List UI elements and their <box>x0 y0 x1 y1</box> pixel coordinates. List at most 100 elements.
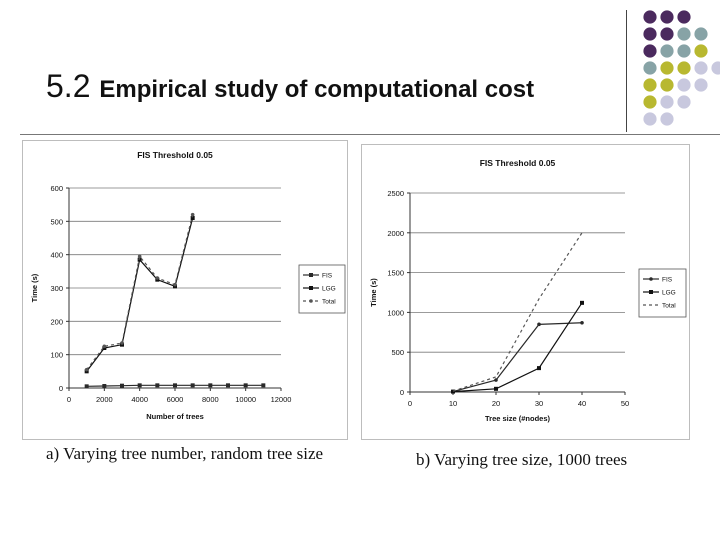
chart-b-x-tick-label: 40 <box>578 399 586 408</box>
chart-b-x-tick-label: 50 <box>621 399 629 408</box>
slide-title-text: Empirical study of computational cost <box>99 76 535 103</box>
chart-b-data-point <box>580 320 584 325</box>
chart-b-title: FIS Threshold 0.05 <box>480 158 556 168</box>
decor-dot <box>677 10 691 24</box>
chart-b-legend-marker <box>649 290 653 294</box>
chart-a-x-tick-label: 4000 <box>131 395 148 404</box>
chart-b-data-point <box>494 378 498 382</box>
chart-a-tree-number: FIS Threshold 0.05 0 100 200 300 400 500 600 0 20… <box>22 140 348 440</box>
chart-a-y-axis-label: Time (s) <box>30 273 39 302</box>
chart-a-data-point <box>120 383 124 388</box>
slide-title-number: 5.2 <box>46 68 91 104</box>
decor-dot <box>694 44 708 58</box>
decor-dot <box>677 95 691 109</box>
chart-b-legend-label: FIS <box>662 277 673 284</box>
chart-b-data-point <box>580 300 584 305</box>
chart-b-tree-size: FIS Threshold 0.05 0 500 1000 1500 2000 2500 0 1… <box>361 144 690 440</box>
chart-a-data-point <box>226 383 230 388</box>
decor-dot <box>660 112 674 126</box>
decor-dot <box>643 61 657 75</box>
chart-a-data-point <box>137 257 142 262</box>
chart-a-y-tick-label: 100 <box>50 351 63 360</box>
chart-b-y-tick-label: 0 <box>400 388 404 397</box>
decor-dot <box>643 44 657 58</box>
chart-b-x-tick-label: 20 <box>492 399 500 408</box>
decorative-dot-grid <box>643 10 720 126</box>
decor-dot <box>660 10 674 24</box>
chart-a-data-point <box>102 384 107 388</box>
chart-a-data-point <box>120 341 124 345</box>
chart-b-x-tick-label: 30 <box>535 399 543 408</box>
chart-b-data-point <box>537 366 541 371</box>
chart-a-x-axis-label: Number of trees <box>146 412 204 421</box>
chart-b-data-point <box>537 322 541 327</box>
chart-a-title: FIS Threshold 0.05 <box>137 150 213 160</box>
chart-b-y-tick-label: 1500 <box>387 269 404 278</box>
chart-a-data-point <box>173 282 177 287</box>
chart-b-y-tick-label: 2500 <box>387 189 404 198</box>
chart-a-legend <box>298 264 346 314</box>
decor-dot <box>677 61 691 75</box>
chart-b-x-axis-label: Tree size (#nodes) <box>485 414 551 423</box>
chart-a-data-point <box>155 383 160 388</box>
decor-dot <box>660 27 674 41</box>
decor-dot <box>660 61 674 75</box>
chart-a-y-tick-label: 200 <box>50 317 63 326</box>
chart-a-legend-label: FIS <box>322 273 333 280</box>
chart-b-data-point <box>494 386 498 391</box>
chart-a-x-tick-label: 6000 <box>167 395 184 404</box>
chart-b-y-tick-label: 500 <box>391 348 404 357</box>
chart-a-legend-label: LGG <box>322 286 336 293</box>
chart-a-legend-marker <box>309 286 313 290</box>
chart-a-data-point <box>208 383 213 388</box>
decor-dot <box>660 44 674 58</box>
chart-a-x-tick-label: 10000 <box>235 395 256 404</box>
decor-dot <box>677 78 691 92</box>
decor-dot <box>643 78 657 92</box>
chart-b-legend-label: LGG <box>662 290 676 297</box>
chart-a-data-point <box>84 384 89 389</box>
chart-a-legend-marker <box>309 299 313 303</box>
slide-title: 5.2 Empirical study of computational cos… <box>46 68 534 105</box>
decor-dot <box>643 112 657 126</box>
chart-a-legend-label: Total <box>322 299 336 306</box>
chart-b-series-line-lgg <box>452 302 583 393</box>
chart-a-data-point <box>261 383 266 388</box>
chart-a-data-point <box>137 383 142 388</box>
title-vertical-rule <box>626 10 627 132</box>
chart-a-data-point <box>102 344 107 349</box>
chart-b-x-tick-label: 0 <box>408 399 412 408</box>
decor-dot <box>711 61 720 75</box>
chart-a-data-point <box>243 383 248 388</box>
chart-b-legend-label: Total <box>662 303 676 310</box>
decor-dot <box>694 27 708 41</box>
decor-dot <box>694 78 708 92</box>
chart-b-series-line-fis <box>452 322 583 393</box>
caption-a: a) Varying tree number, random tree size <box>46 444 324 463</box>
chart-a-data-point <box>84 367 89 372</box>
chart-b-y-tick-label: 2000 <box>387 229 404 238</box>
chart-b-legend-marker <box>649 277 653 281</box>
chart-a-data-point <box>137 254 142 259</box>
chart-a-x-tick-label: 12000 <box>271 395 292 404</box>
chart-a-y-tick-label: 0 <box>59 384 63 393</box>
decor-dot <box>643 27 657 41</box>
chart-b-y-tick-label: 1000 <box>387 308 404 317</box>
decor-dot <box>677 27 691 41</box>
chart-a-data-point <box>190 383 195 388</box>
chart-a-data-point <box>190 212 195 217</box>
chart-a-x-tick-label: 2000 <box>96 395 113 404</box>
chart-a-y-tick-label: 500 <box>50 217 63 226</box>
decor-dot <box>677 44 691 58</box>
decor-dot <box>643 10 657 24</box>
chart-a-x-tick-label: 8000 <box>202 395 219 404</box>
decor-dot <box>694 61 708 75</box>
chart-b-legend <box>638 268 687 318</box>
decor-dot <box>660 95 674 109</box>
chart-b-y-axis-label: Time (s) <box>369 278 378 307</box>
chart-b-x-tick-label: 10 <box>449 399 457 408</box>
chart-a-data-point <box>190 216 195 220</box>
decor-dot <box>660 78 674 92</box>
chart-a-data-point <box>155 276 160 280</box>
